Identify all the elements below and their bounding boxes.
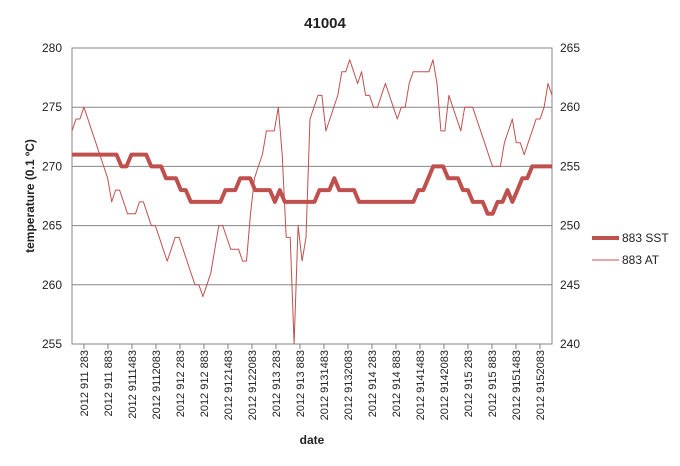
series-line-at <box>71 59 553 345</box>
legend: 883 SST 883 AT <box>592 231 669 267</box>
x-tick-label: 2012 915 883 <box>487 350 499 417</box>
y2-axis-tick-labels: 240 245 250 255 260 265 <box>560 41 580 351</box>
x-tick-label: 2012 914 283 <box>367 350 379 417</box>
x-tick-label: 2012 911 883 <box>103 350 115 416</box>
y2-tick-label: 245 <box>560 278 580 292</box>
y-tick-label: 265 <box>42 219 62 233</box>
chart-title: 41004 <box>304 15 346 32</box>
y2-tick-label: 240 <box>560 337 580 351</box>
x-tick-label: 2012 9141483 <box>415 350 427 420</box>
x-tick-label: 2012 912 883 <box>199 350 211 417</box>
y-tick-label: 270 <box>42 159 62 173</box>
x-tick-label: 2012 913 883 <box>295 350 307 417</box>
y2-tick-label: 260 <box>560 100 580 114</box>
y2-tick-label: 265 <box>560 41 580 55</box>
x-tick-label: 2012 911 283 <box>79 350 91 416</box>
y-tick-label: 275 <box>42 100 62 114</box>
x-tick-label: 2012 912 283 <box>175 350 187 417</box>
x-tick-label: 2012 9131483 <box>319 350 331 420</box>
y2-tick-label: 255 <box>560 159 580 173</box>
legend-label-at: 883 AT <box>622 253 660 267</box>
x-tick-label: 2012 9132083 <box>343 350 355 420</box>
y-tick-label: 255 <box>42 337 62 351</box>
x-tick-label: 2012 9151483 <box>511 350 523 420</box>
x-tick-label: 2012 914 883 <box>391 350 403 417</box>
x-axis-title: date <box>300 433 325 447</box>
legend-label-sst: 883 SST <box>622 231 669 245</box>
y-axis-tick-labels: 255 260 265 270 275 280 <box>42 41 62 351</box>
x-tick-label: 2012 9121483 <box>223 350 235 420</box>
x-tick-label: 2012 9112083 <box>151 350 163 420</box>
x-tick-label: 2012 9152083 <box>535 350 547 420</box>
x-tick-label: 2012 913 283 <box>271 350 283 417</box>
x-tick-label: 2012 9122083 <box>247 350 259 420</box>
series-line-sst <box>72 152 552 216</box>
x-tick-label: 2012 9111483 <box>127 350 139 419</box>
y-axis-title: temperature (0.1 ºC) <box>23 139 37 253</box>
x-tick-label: 2012 915 283 <box>463 350 475 417</box>
x-tick-label: 2012 9142083 <box>439 350 451 420</box>
series-lines <box>71 59 553 345</box>
y2-tick-label: 250 <box>560 219 580 233</box>
x-axis-tick-labels: 2012 911 283 2012 911 883 2012 9111483 2012… <box>79 344 547 420</box>
y-tick-label: 280 <box>42 41 62 55</box>
y-tick-label: 260 <box>42 278 62 292</box>
plot-area-border <box>71 47 553 345</box>
